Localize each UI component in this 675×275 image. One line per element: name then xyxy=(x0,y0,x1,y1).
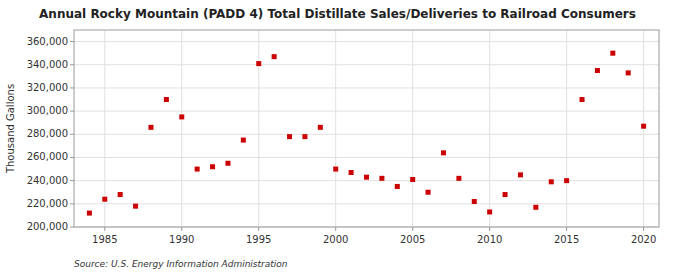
y-tick-label: 340,000 xyxy=(27,59,68,70)
y-tick-label: 240,000 xyxy=(27,175,68,186)
y-tick xyxy=(70,111,74,112)
points xyxy=(87,51,646,216)
y-tick-label: 220,000 xyxy=(27,198,68,209)
y-tick xyxy=(70,227,74,228)
point xyxy=(549,179,554,184)
grid-line-y xyxy=(74,180,659,181)
point xyxy=(118,192,123,197)
grid-line-y xyxy=(74,64,659,65)
plot-frame xyxy=(74,30,659,227)
y-axis: 200,000 220,000 240,000 260,000 280,000 300,0… xyxy=(27,36,74,232)
point xyxy=(148,125,153,130)
grid-line-x xyxy=(258,30,259,227)
y-tick-label: 260,000 xyxy=(27,151,68,162)
y-axis-label: Thousand Gallons xyxy=(5,84,16,174)
x-tick xyxy=(181,227,182,231)
grid-line-y xyxy=(74,157,659,158)
x-tick xyxy=(489,227,490,231)
point xyxy=(210,164,215,169)
y-tick-label: 320,000 xyxy=(27,82,68,93)
x-tick xyxy=(566,227,567,231)
grid-line-y xyxy=(74,203,659,204)
point xyxy=(241,138,246,143)
point xyxy=(456,176,461,181)
point xyxy=(595,68,600,73)
point xyxy=(503,192,508,197)
y-tick xyxy=(70,157,74,158)
x-tick-label: 1990 xyxy=(169,234,194,245)
y-tick xyxy=(70,134,74,135)
x-tick xyxy=(258,227,259,231)
point xyxy=(364,175,369,180)
x-tick-label: 2000 xyxy=(323,234,348,245)
grid-line-x xyxy=(489,30,490,227)
y-tick-label: 200,000 xyxy=(27,221,68,232)
point xyxy=(195,167,200,172)
point xyxy=(164,97,169,102)
x-tick xyxy=(412,227,413,231)
point xyxy=(472,199,477,204)
grid xyxy=(74,30,659,227)
point xyxy=(626,70,631,75)
y-tick xyxy=(70,180,74,181)
grid-line-y xyxy=(74,134,659,135)
point xyxy=(349,170,354,175)
grid-line-x xyxy=(566,30,567,227)
point xyxy=(333,167,338,172)
x-tick-label: 2005 xyxy=(400,234,425,245)
x-tick-label: 2020 xyxy=(631,234,656,245)
chart: 200,000 220,000 240,000 260,000 280,000 300,0… xyxy=(0,0,675,275)
x-axis: 1985 1990 1995 2000 2005 2010 2015 2020 xyxy=(92,227,656,245)
point xyxy=(426,190,431,195)
point xyxy=(641,124,646,129)
point xyxy=(580,97,585,102)
point xyxy=(133,204,138,209)
point xyxy=(179,114,184,119)
x-tick-label: 1985 xyxy=(92,234,117,245)
point xyxy=(379,176,384,181)
point xyxy=(410,177,415,182)
x-tick-label: 2010 xyxy=(477,234,502,245)
point xyxy=(533,205,538,210)
y-tick-label: 300,000 xyxy=(27,105,68,116)
grid-line-y xyxy=(74,111,659,112)
grid-line-y xyxy=(74,41,659,42)
grid-line-x xyxy=(335,30,336,227)
point xyxy=(395,184,400,189)
y-tick xyxy=(70,41,74,42)
point xyxy=(225,161,230,166)
point xyxy=(272,54,277,59)
point xyxy=(302,134,307,139)
x-tick xyxy=(643,227,644,231)
point xyxy=(564,178,569,183)
y-tick-label: 360,000 xyxy=(27,36,68,47)
y-tick-label: 280,000 xyxy=(27,128,68,139)
x-tick xyxy=(335,227,336,231)
y-tick xyxy=(70,87,74,88)
point xyxy=(287,134,292,139)
point xyxy=(518,172,523,177)
source-note: Source: U.S. Energy Information Administ… xyxy=(74,259,288,269)
grid-line-x xyxy=(412,30,413,227)
x-tick xyxy=(104,227,105,231)
point xyxy=(441,150,446,155)
point xyxy=(487,209,492,214)
point xyxy=(256,61,261,66)
title: Annual Rocky Mountain (PADD 4) Total Dis… xyxy=(39,7,636,21)
y-tick xyxy=(70,64,74,65)
grid-line-y xyxy=(74,87,659,88)
point xyxy=(87,211,92,216)
point xyxy=(318,125,323,130)
grid-line-x xyxy=(181,30,182,227)
point xyxy=(102,197,107,202)
x-tick-label: 1995 xyxy=(246,234,271,245)
x-tick-label: 2015 xyxy=(554,234,579,245)
point xyxy=(610,51,615,56)
y-tick xyxy=(70,203,74,204)
